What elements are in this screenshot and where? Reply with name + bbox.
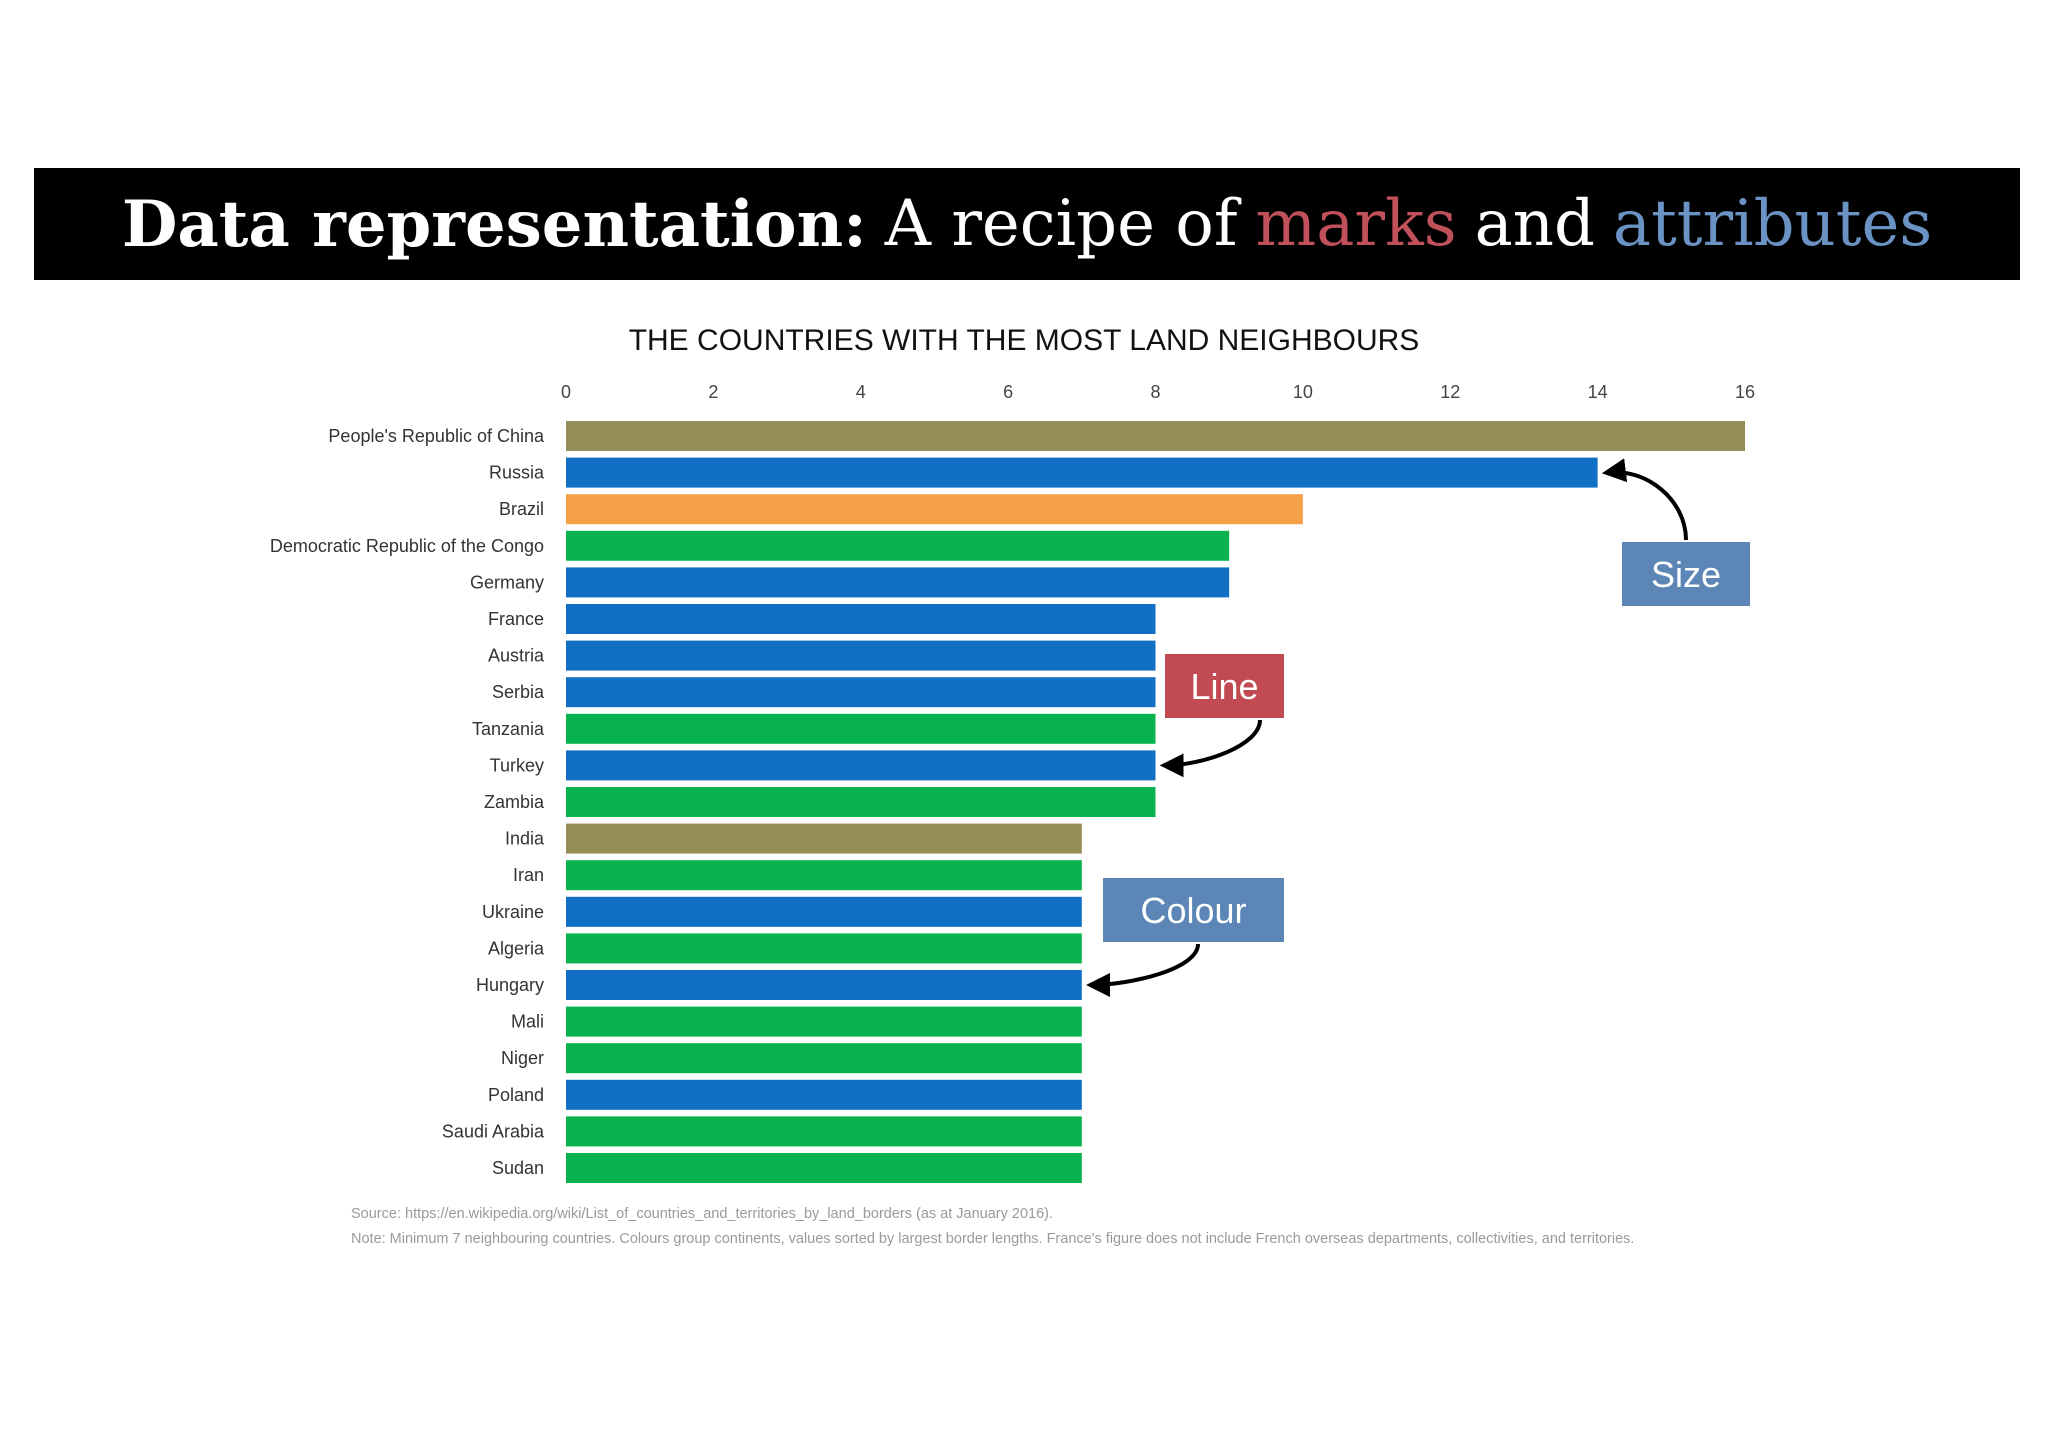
annotation-label: Size bbox=[1651, 554, 1721, 595]
banner-and-word: and bbox=[1474, 187, 1595, 261]
bar bbox=[566, 860, 1082, 891]
banner-plain-text: A recipe of bbox=[884, 187, 1238, 261]
category-label: Brazil bbox=[499, 499, 544, 519]
bar bbox=[566, 530, 1230, 561]
bar bbox=[566, 970, 1082, 1000]
bar bbox=[566, 750, 1156, 781]
category-label: Saudi Arabia bbox=[442, 1121, 545, 1141]
category-label: Mali bbox=[511, 1012, 544, 1032]
annotation-box bbox=[1103, 878, 1284, 942]
banner-marks-word: marks bbox=[1255, 187, 1457, 261]
category-label: Tanzania bbox=[472, 719, 545, 739]
bar bbox=[566, 677, 1156, 708]
category-label: Sudan bbox=[492, 1158, 544, 1178]
bar bbox=[566, 567, 1230, 598]
annotation-arrow bbox=[1159, 719, 1262, 778]
banner-attributes-word: attributes bbox=[1612, 187, 1933, 261]
category-label: Zambia bbox=[484, 792, 545, 812]
chart-title: THE COUNTRIES WITH THE MOST LAND NEIGHBO… bbox=[629, 324, 1420, 357]
bars-group bbox=[566, 421, 1745, 1183]
category-label: Turkey bbox=[490, 755, 544, 775]
bar bbox=[566, 1153, 1082, 1183]
x-tick-label: 2 bbox=[708, 382, 718, 402]
category-label: People's Republic of China bbox=[328, 426, 545, 446]
bar bbox=[566, 896, 1082, 927]
bar bbox=[566, 1079, 1082, 1110]
bar bbox=[566, 1043, 1082, 1074]
bar bbox=[566, 421, 1745, 451]
x-tick-label: 16 bbox=[1735, 382, 1755, 402]
category-label: Poland bbox=[488, 1085, 544, 1105]
annotation-label: Line bbox=[1190, 666, 1258, 707]
category-label: Austria bbox=[488, 646, 545, 666]
bar bbox=[566, 933, 1082, 964]
annotation-label: Colour bbox=[1140, 890, 1246, 931]
x-tick-label: 10 bbox=[1293, 382, 1313, 402]
bar bbox=[566, 494, 1303, 525]
source-note: Source: https://en.wikipedia.org/wiki/Li… bbox=[351, 1206, 1053, 1222]
x-axis-ticks: 0 2 4 6 8 10 12 14 16 bbox=[561, 382, 1755, 402]
bar bbox=[566, 604, 1156, 634]
bar bbox=[566, 640, 1156, 671]
bar bbox=[566, 457, 1598, 488]
category-label: Iran bbox=[513, 865, 544, 885]
x-tick-label: 14 bbox=[1588, 382, 1608, 402]
category-label: India bbox=[505, 829, 545, 849]
bar bbox=[566, 823, 1082, 854]
bar bbox=[566, 1116, 1082, 1147]
footnote: Note: Minimum 7 neighbouring countries. … bbox=[351, 1231, 1634, 1247]
x-tick-label: 4 bbox=[856, 382, 866, 402]
x-tick-label: 8 bbox=[1150, 382, 1160, 402]
category-label: Germany bbox=[470, 572, 544, 592]
category-label: Niger bbox=[501, 1048, 544, 1068]
category-label: Russia bbox=[489, 463, 545, 483]
x-tick-label: 0 bbox=[561, 382, 571, 402]
bar bbox=[566, 787, 1156, 817]
banner-bold-text: Data representation: bbox=[121, 186, 867, 262]
bar bbox=[566, 1006, 1082, 1037]
annotation-arrow bbox=[1086, 943, 1200, 997]
category-labels: People's Republic of China Russia Brazil De… bbox=[270, 426, 545, 1178]
annotations-group: Size Line Colour bbox=[1086, 458, 1750, 997]
annotation-box bbox=[1165, 654, 1284, 718]
annotation-arrow bbox=[1601, 458, 1688, 541]
category-label: Ukraine bbox=[482, 902, 544, 922]
category-label: Serbia bbox=[492, 682, 545, 702]
category-label: Algeria bbox=[488, 938, 545, 958]
category-label: Democratic Republic of the Congo bbox=[270, 536, 544, 556]
annotation-box bbox=[1622, 542, 1750, 606]
bar bbox=[566, 713, 1156, 744]
category-label: France bbox=[488, 609, 544, 629]
x-tick-label: 12 bbox=[1440, 382, 1460, 402]
title-banner: Data representation: A recipe of marks a… bbox=[34, 168, 2020, 280]
category-label: Hungary bbox=[476, 975, 544, 995]
x-tick-label: 6 bbox=[1003, 382, 1013, 402]
